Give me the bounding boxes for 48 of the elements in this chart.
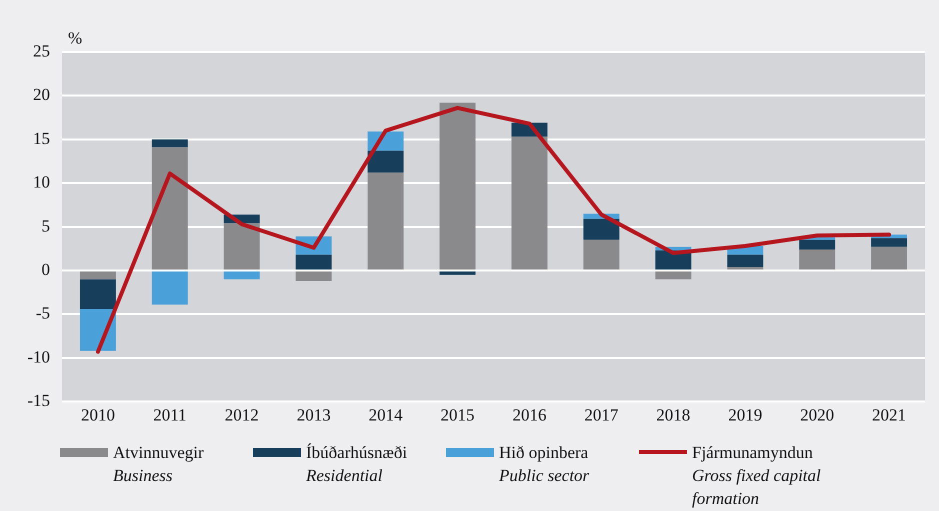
- bar: [368, 172, 404, 270]
- y-tick-label: 0: [42, 260, 50, 279]
- y-tick-label: -5: [36, 304, 50, 323]
- bar: [583, 218, 620, 240]
- legend-label: Íbúðarhúsnæði Residential: [306, 442, 408, 487]
- bar: [871, 246, 908, 270]
- x-tick-label: 2010: [80, 405, 115, 424]
- y-tick-label: 15: [33, 128, 50, 148]
- y-tick-label: 25: [33, 41, 50, 60]
- x-tick-label: 2016: [512, 405, 546, 424]
- bar: [440, 272, 476, 275]
- x-tick-label: 2021: [872, 405, 906, 424]
- legend-label: Atvinnuvegir Business: [113, 442, 205, 487]
- y-tick-label: 5: [42, 216, 50, 236]
- bar: [296, 272, 332, 281]
- bar: [368, 150, 404, 173]
- bar: [152, 272, 188, 305]
- bar: [799, 240, 836, 250]
- bar: [727, 254, 764, 268]
- y-tick-label: 20: [33, 85, 50, 104]
- bar: [296, 254, 332, 270]
- x-tick-label: 2011: [153, 405, 187, 424]
- x-tick-label: 2014: [368, 405, 404, 424]
- x-tick-label: 2018: [656, 405, 690, 424]
- bar: [152, 139, 188, 148]
- bar: [224, 272, 260, 280]
- bar: [224, 223, 260, 270]
- bar: [799, 250, 836, 270]
- x-tick-label: 2013: [296, 405, 331, 424]
- x-tick-label: 2019: [728, 405, 762, 424]
- bar: [152, 147, 188, 270]
- y-tick-label: 10: [33, 172, 50, 192]
- bar: [655, 272, 692, 280]
- y-axis-title: %: [68, 28, 82, 48]
- y-tick-label: -15: [27, 391, 50, 410]
- x-tick-label: 2017: [584, 405, 619, 424]
- bar: [440, 102, 476, 270]
- bar: [80, 279, 116, 309]
- x-tick-label: 2015: [440, 405, 475, 424]
- bar: [871, 238, 908, 247]
- legend-label: Fjármunamyndun Gross fixed capital formation: [692, 442, 822, 510]
- bar: [511, 136, 548, 270]
- x-tick-label: 2012: [224, 405, 259, 424]
- y-tick-label: -10: [27, 347, 50, 366]
- bar: [80, 272, 116, 280]
- x-tick-label: 2020: [800, 405, 834, 424]
- legend-label: Hið opinbera Public sector: [499, 442, 590, 487]
- bar: [583, 240, 620, 270]
